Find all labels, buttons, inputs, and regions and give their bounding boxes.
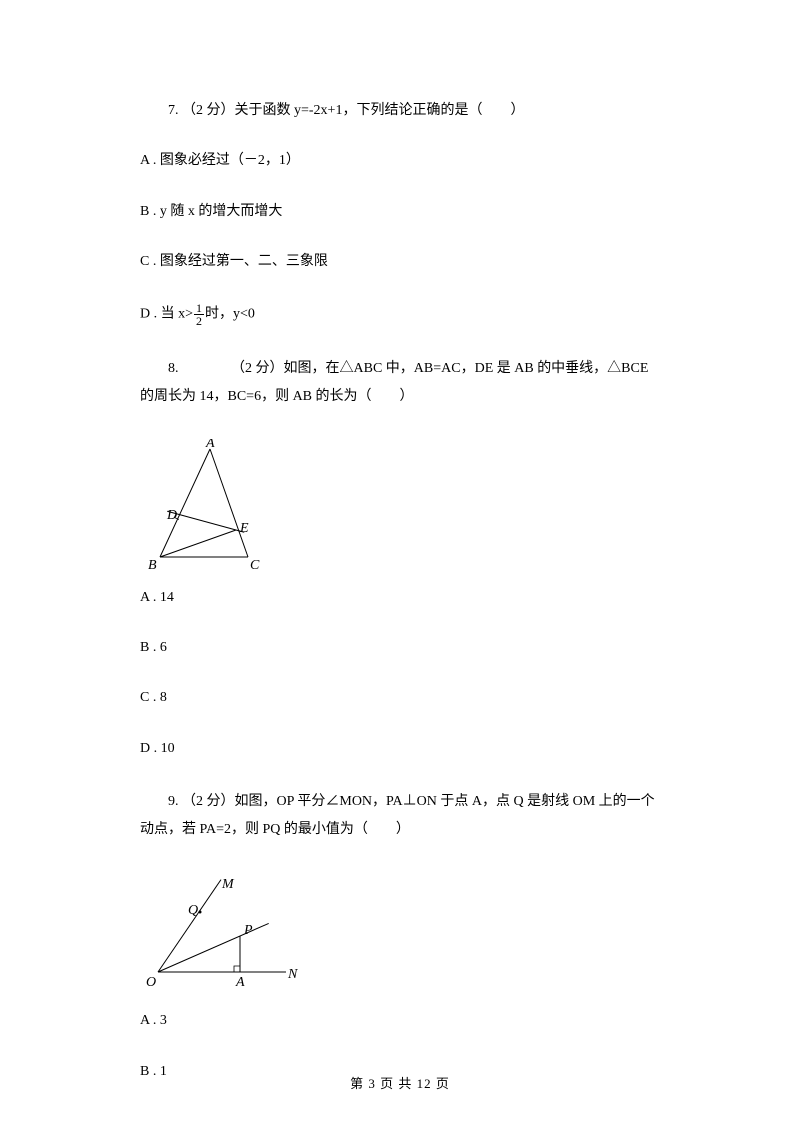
svg-text:B: B xyxy=(148,558,157,569)
footer-total: 12 xyxy=(417,1076,432,1091)
q9-stem: 9. （2 分）如图，OP 平分∠MON，PA⊥ON 于点 A，点 Q 是射线 … xyxy=(140,788,660,844)
page-footer: 第 3 页 共 12 页 xyxy=(0,1073,800,1092)
q7-stem: 7. （2 分）关于函数 y=-2x+1，下列结论正确的是（ ） xyxy=(140,100,660,122)
q7-d-post: 时，y<0 xyxy=(205,306,255,321)
svg-text:D: D xyxy=(166,508,177,523)
q7-option-d: D . 当 x>12时，y<0 xyxy=(140,302,660,327)
q8-option-d: D . 10 xyxy=(140,738,660,760)
frac-num: 1 xyxy=(194,302,204,315)
q8-option-c: C . 8 xyxy=(140,687,660,709)
svg-text:N: N xyxy=(287,967,298,982)
page-content: 7. （2 分）关于函数 y=-2x+1，下列结论正确的是（ ） A . 图象必… xyxy=(0,0,800,1143)
footer-page: 3 xyxy=(368,1076,376,1091)
q7-option-b: B . y 随 x 的增大而增大 xyxy=(140,201,660,223)
q8-option-b: B . 6 xyxy=(140,637,660,659)
q9-figure: O N A P M Q xyxy=(140,872,660,992)
q7-d-pre: D . 当 x> xyxy=(140,306,193,321)
svg-text:C: C xyxy=(250,558,260,569)
q8-figure: A B C D E xyxy=(140,439,660,569)
footer-pre: 第 xyxy=(350,1076,368,1091)
svg-text:O: O xyxy=(146,975,156,990)
q8-option-a: A . 14 xyxy=(140,587,660,609)
svg-text:M: M xyxy=(221,877,235,892)
footer-mid: 页 共 xyxy=(376,1076,417,1091)
svg-text:A: A xyxy=(205,439,215,451)
q8-stem: 8. （2 分）如图，在△ABC 中，AB=AC，DE 是 AB 的中垂线，△B… xyxy=(140,355,660,411)
angle-diagram-icon: O N A P M Q xyxy=(140,872,300,992)
svg-text:Q: Q xyxy=(188,903,198,918)
svg-text:E: E xyxy=(239,521,249,536)
svg-text:A: A xyxy=(235,975,245,990)
q9-option-a: A . 3 xyxy=(140,1010,660,1032)
q7-option-a: A . 图象必经过（－2，1） xyxy=(140,150,660,172)
q7-option-c: C . 图象经过第一、二、三象限 xyxy=(140,251,660,273)
fraction-icon: 12 xyxy=(194,302,204,327)
svg-text:P: P xyxy=(243,923,253,938)
triangle-diagram-icon: A B C D E xyxy=(140,439,270,569)
footer-post: 页 xyxy=(432,1076,450,1091)
frac-den: 2 xyxy=(194,315,204,327)
